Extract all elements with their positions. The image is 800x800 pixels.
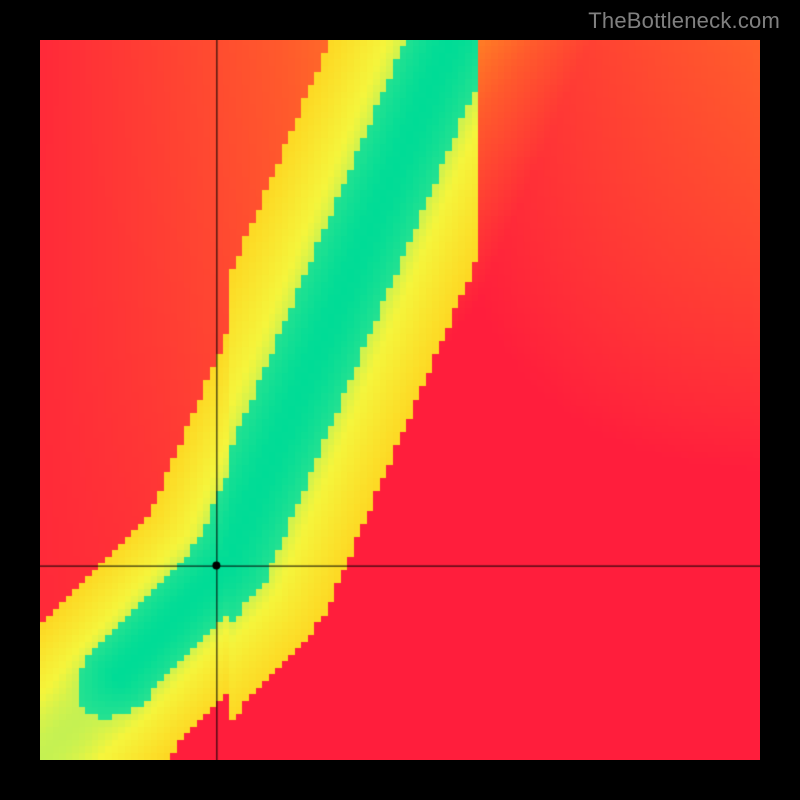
heatmap-chart <box>40 40 760 760</box>
watermark-text: TheBottleneck.com <box>588 8 780 34</box>
